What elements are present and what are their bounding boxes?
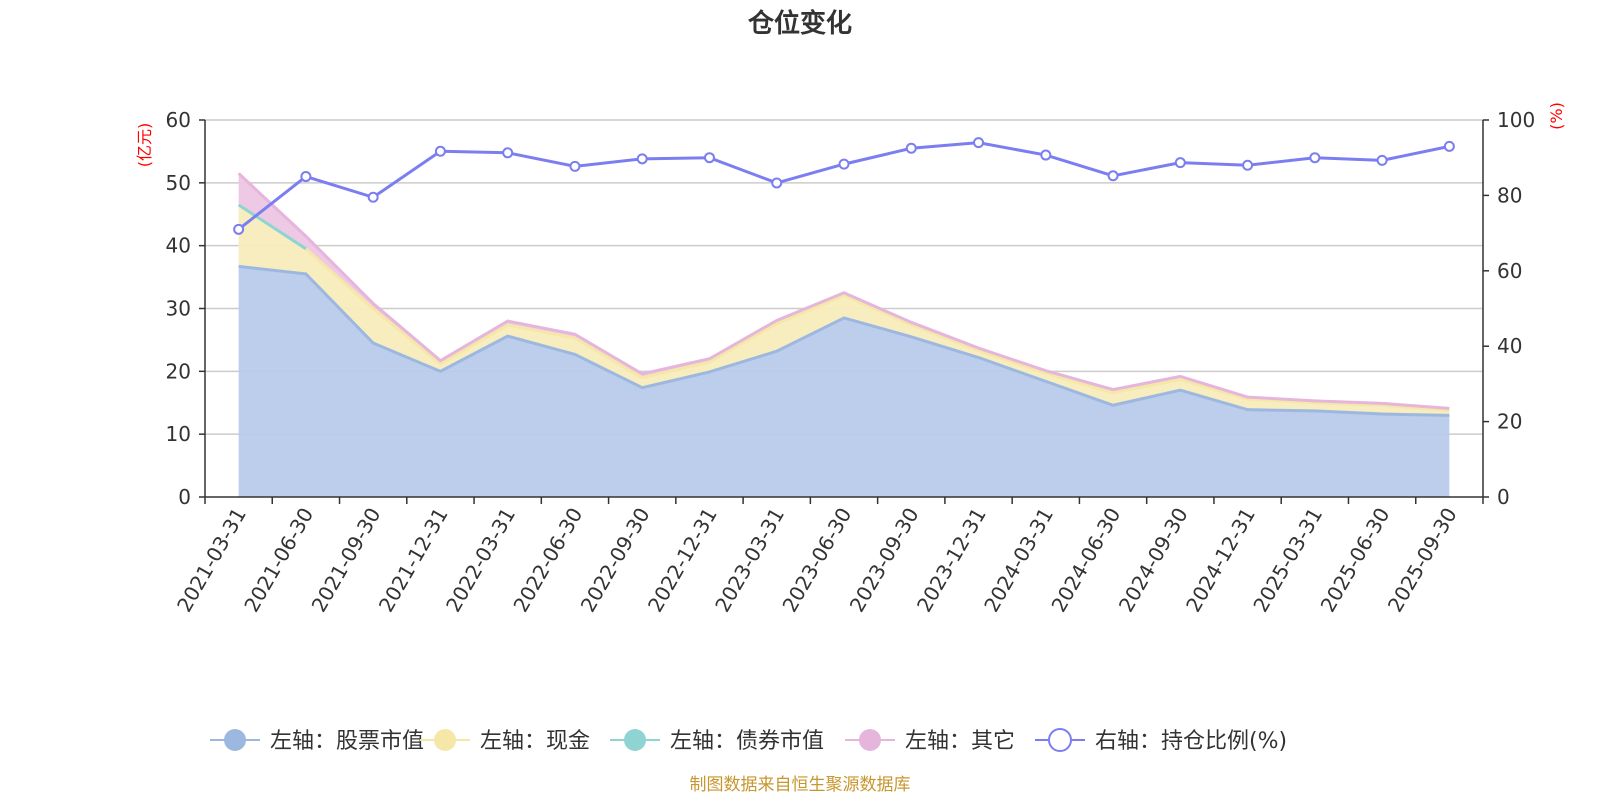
area-左轴：股票市值 bbox=[238, 266, 1450, 497]
legend-marker bbox=[859, 729, 881, 751]
legend-item[interactable]: 右轴：持仓比例(%) bbox=[1035, 728, 1287, 754]
holding-ratio-point bbox=[1443, 140, 1455, 152]
right-axis-unit: (%) bbox=[1547, 102, 1566, 130]
legend-marker bbox=[224, 729, 246, 751]
x-tick-label: 2021-12-31 bbox=[374, 503, 453, 616]
chart-title: 仓位变化 bbox=[747, 8, 852, 39]
right-tick-label: 100 bbox=[1497, 108, 1535, 132]
line-左轴：债券市值 bbox=[237, 203, 307, 251]
left-tick-label: 30 bbox=[166, 297, 191, 321]
source-note: 制图数据来自恒生聚源数据库 bbox=[690, 775, 911, 795]
left-tick-label: 60 bbox=[166, 108, 191, 132]
holding-ratio-point bbox=[502, 147, 514, 159]
x-tick-label: 2024-06-30 bbox=[1046, 504, 1125, 617]
x-tick-label: 2024-09-30 bbox=[1114, 504, 1193, 617]
x-tick-label: 2023-06-30 bbox=[777, 504, 856, 617]
legend-label: 右轴：持仓比例(%) bbox=[1095, 729, 1287, 754]
holding-ratio-point bbox=[973, 137, 985, 149]
holding-ratio-point bbox=[1040, 149, 1052, 161]
x-tick-label: 2022-06-30 bbox=[508, 504, 587, 617]
holding-ratio-point bbox=[434, 145, 446, 157]
series-lines bbox=[233, 137, 1455, 417]
legend-marker bbox=[434, 729, 456, 751]
holding-ratio-point bbox=[1242, 159, 1254, 171]
legend-label: 左轴：其它 bbox=[905, 729, 1015, 754]
x-tick-label: 2021-03-31 bbox=[172, 504, 251, 617]
holding-ratio-point bbox=[1376, 154, 1388, 166]
holding-ratio-point bbox=[905, 142, 917, 154]
legend-marker bbox=[1048, 728, 1072, 752]
right-tick-label: 80 bbox=[1497, 183, 1522, 207]
line-holding-ratio bbox=[237, 141, 1450, 231]
holding-ratio-point bbox=[771, 177, 783, 189]
legend-item[interactable]: 左轴：债券市值 bbox=[610, 729, 824, 754]
left-tick-label: 10 bbox=[166, 422, 191, 446]
x-tick-label: 2025-09-30 bbox=[1383, 504, 1462, 617]
right-tick-label: 0 bbox=[1497, 485, 1510, 509]
x-tick-label: 2024-03-31 bbox=[979, 504, 1058, 617]
holding-ratio-point bbox=[1174, 157, 1186, 169]
x-tick-label: 2023-03-31 bbox=[710, 504, 789, 617]
x-tick-label: 2021-09-30 bbox=[307, 504, 386, 617]
legend-label: 左轴：现金 bbox=[480, 729, 590, 754]
left-tick-label: 40 bbox=[166, 234, 191, 258]
holding-ratio-point bbox=[636, 153, 648, 165]
right-tick-label: 60 bbox=[1497, 259, 1522, 283]
holding-ratio-point bbox=[367, 191, 379, 203]
x-tick-label: 2021-06-30 bbox=[239, 504, 318, 617]
x-tick-label: 2022-03-31 bbox=[441, 504, 520, 617]
holding-ratio-point bbox=[233, 223, 245, 235]
left-axis-unit: (亿元) bbox=[135, 123, 154, 168]
x-tick-label: 2025-03-31 bbox=[1248, 504, 1327, 617]
left-tick-label: 20 bbox=[166, 359, 191, 383]
x-tick-label: 2023-09-30 bbox=[845, 504, 924, 617]
left-tick-label: 0 bbox=[178, 485, 191, 509]
holding-ratio-point bbox=[838, 158, 850, 170]
legend-item[interactable]: 左轴：现金 bbox=[420, 729, 590, 754]
line-左轴：现金 bbox=[237, 203, 1450, 412]
area-左轴：现金 bbox=[238, 204, 1450, 416]
x-tick-label: 2022-09-30 bbox=[576, 504, 655, 617]
legend-item[interactable]: 左轴：其它 bbox=[845, 729, 1015, 754]
axes bbox=[199, 119, 1489, 504]
legend[interactable]: 左轴：股票市值 左轴：现金 左轴：债券市值 左轴：其它 右轴：持仓比例(%) bbox=[210, 728, 1287, 754]
legend-marker bbox=[624, 729, 646, 751]
x-tick-label: 2024-12-31 bbox=[1181, 504, 1260, 617]
holding-ratio-point bbox=[569, 160, 581, 172]
legend-item[interactable]: 左轴：股票市值 bbox=[210, 729, 424, 754]
holding-ratio-point bbox=[300, 171, 312, 183]
x-tick-label: 2025-06-30 bbox=[1316, 504, 1395, 617]
x-tick-label: 2023-12-31 bbox=[912, 504, 991, 617]
line-左轴：股票市值 bbox=[238, 264, 1450, 417]
right-tick-label: 20 bbox=[1497, 410, 1522, 434]
line-左轴：其它 bbox=[237, 172, 1450, 410]
holding-ratio-point bbox=[1309, 152, 1321, 164]
holding-ratio-point bbox=[1107, 170, 1119, 182]
stacked-areas bbox=[238, 173, 1450, 497]
legend-label: 左轴：股票市值 bbox=[270, 729, 424, 754]
legend-label: 左轴：债券市值 bbox=[670, 729, 824, 754]
left-tick-label: 50 bbox=[166, 171, 191, 195]
x-tick-label: 2022-12-31 bbox=[643, 504, 722, 617]
holding-ratio-point bbox=[703, 152, 715, 164]
right-tick-label: 40 bbox=[1497, 334, 1522, 358]
